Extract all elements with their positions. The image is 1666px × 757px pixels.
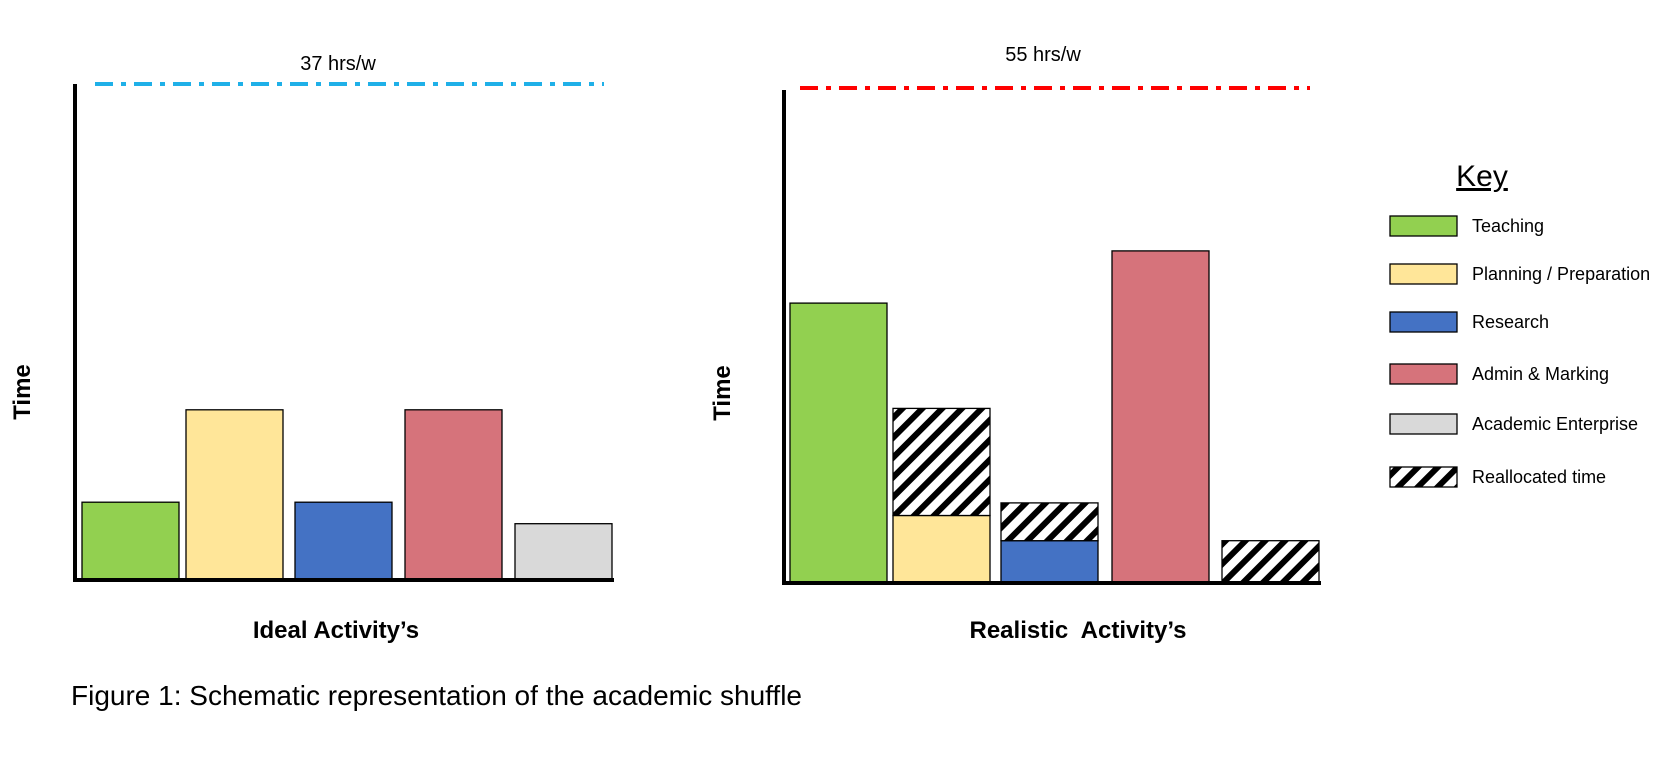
- chart1-bar-research-seg-reallocated-time: [1000, 502, 1099, 542]
- chart1-bar-admin-marking: [1111, 250, 1210, 584]
- chart1-bar-academic-enterprise: [1221, 540, 1320, 584]
- realistic-activity-chart: 55 hrs/w Time Realistic Activity’s: [709, 44, 1321, 644]
- chart1-x-axis-label: Realistic Activity’s: [970, 617, 1187, 644]
- chart0-bar-research: [294, 501, 393, 581]
- chart1-bar-planning-preparation-seg-reallocated-time: [892, 407, 991, 517]
- legend: Key Teaching Planning / Preparation Resear…: [1389, 160, 1650, 488]
- chart1-y-axis-label: Time: [709, 365, 736, 421]
- legend-label-reallocated-time: Reallocated time: [1472, 467, 1606, 487]
- chart0-bar-academic-enterprise: [514, 523, 613, 581]
- legend-title: Key: [1456, 160, 1508, 193]
- ideal-activity-chart: 37 hrs/w Time Ideal Activity’s: [9, 53, 614, 644]
- chart1-bar-research-seg-research: [1000, 540, 1099, 584]
- legend-label-research: Research: [1472, 312, 1549, 332]
- chart1-bar-planning-preparation-seg-planning-preparation: [892, 514, 991, 584]
- legend-swatch-reallocated-time: [1389, 466, 1458, 488]
- legend-label-admin-marking: Admin & Marking: [1472, 364, 1609, 384]
- legend-swatch-admin-marking: [1389, 363, 1458, 385]
- legend-label-teaching: Teaching: [1472, 216, 1544, 236]
- legend-swatch-planning-preparation: [1389, 263, 1458, 285]
- legend-swatch-teaching: [1389, 215, 1458, 237]
- chart0-limit-label: 37 hrs/w: [300, 53, 376, 75]
- chart0-y-axis-label: Time: [9, 364, 36, 420]
- chart0-bar-teaching: [81, 501, 180, 581]
- legend-swatch-academic-enterprise: [1389, 413, 1458, 435]
- chart1-limit-label: 55 hrs/w: [1005, 44, 1081, 66]
- legend-swatch-research: [1389, 311, 1458, 333]
- legend-label-planning-preparation: Planning / Preparation: [1472, 264, 1650, 284]
- figure-caption: Figure 1: Schematic representation of th…: [71, 680, 802, 711]
- chart0-bar-admin-marking: [404, 409, 503, 581]
- legend-label-academic-enterprise: Academic Enterprise: [1472, 414, 1638, 434]
- chart0-bar-planning-preparation: [185, 409, 284, 581]
- chart0-x-axis-label: Ideal Activity’s: [253, 617, 419, 644]
- chart1-bar-teaching: [789, 302, 888, 584]
